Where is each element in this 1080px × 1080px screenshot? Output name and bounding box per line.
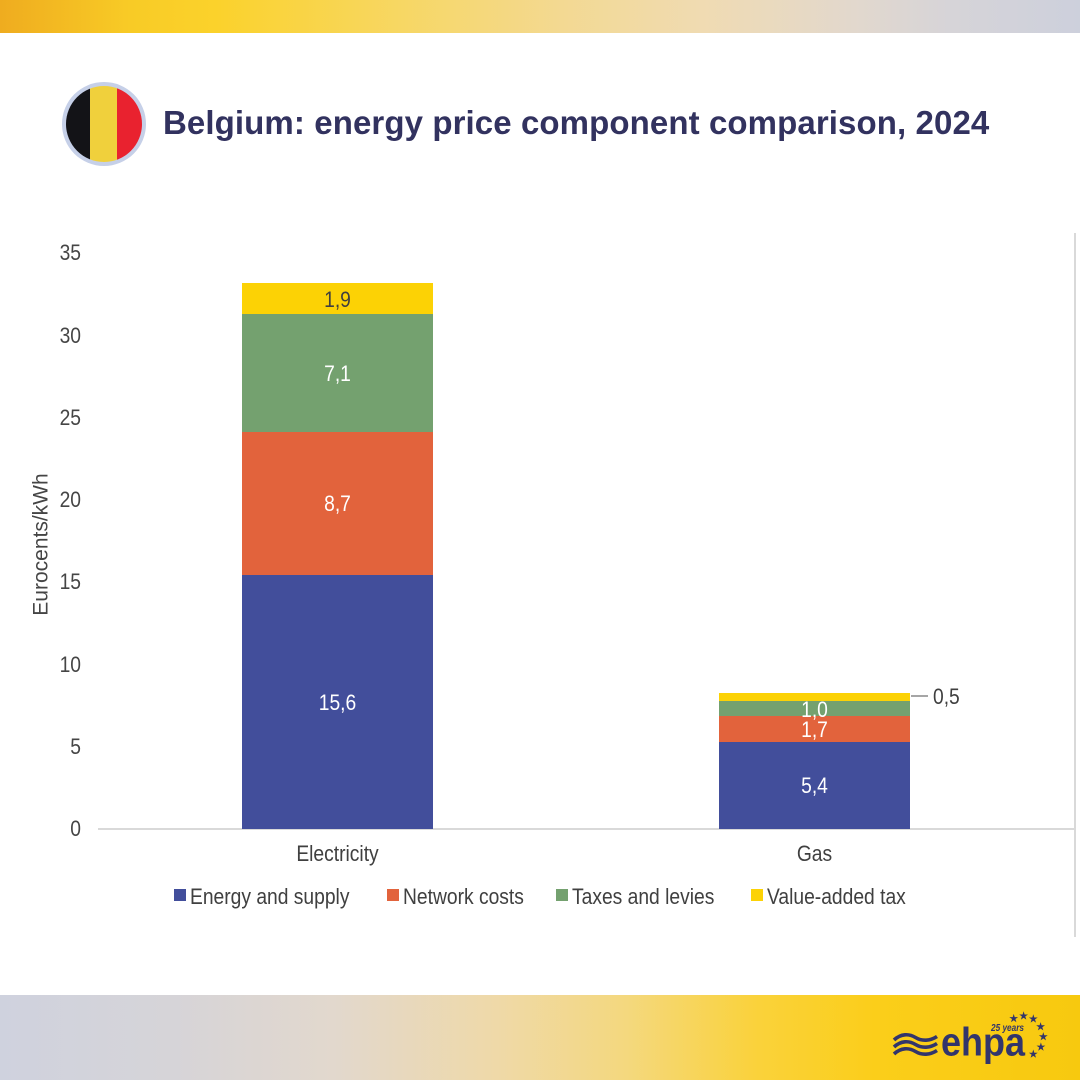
svg-text:ehpa: ehpa xyxy=(941,1021,1026,1065)
svg-text:25 years: 25 years xyxy=(990,1022,1024,1034)
